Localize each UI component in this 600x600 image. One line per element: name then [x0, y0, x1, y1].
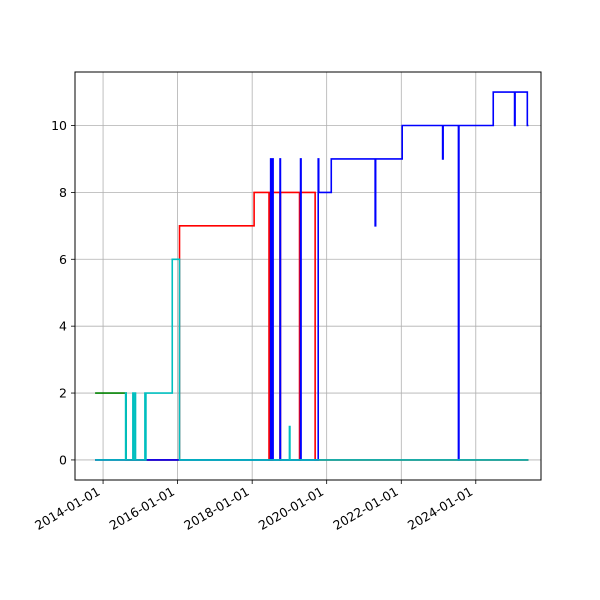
y-tick-label: 2: [59, 386, 67, 401]
series-layer: [95, 91, 529, 461]
y-tick-label: 8: [59, 185, 67, 200]
y-tick-label: 0: [59, 452, 67, 467]
plot-frame: [74, 71, 542, 481]
y-tick-label: 4: [59, 319, 67, 334]
y-tick-label: 6: [59, 252, 67, 267]
series-line: [95, 258, 529, 461]
y-tick-label: 10: [51, 118, 67, 133]
y-axis-ticks: 0 2 4 6 8 10: [51, 118, 75, 467]
